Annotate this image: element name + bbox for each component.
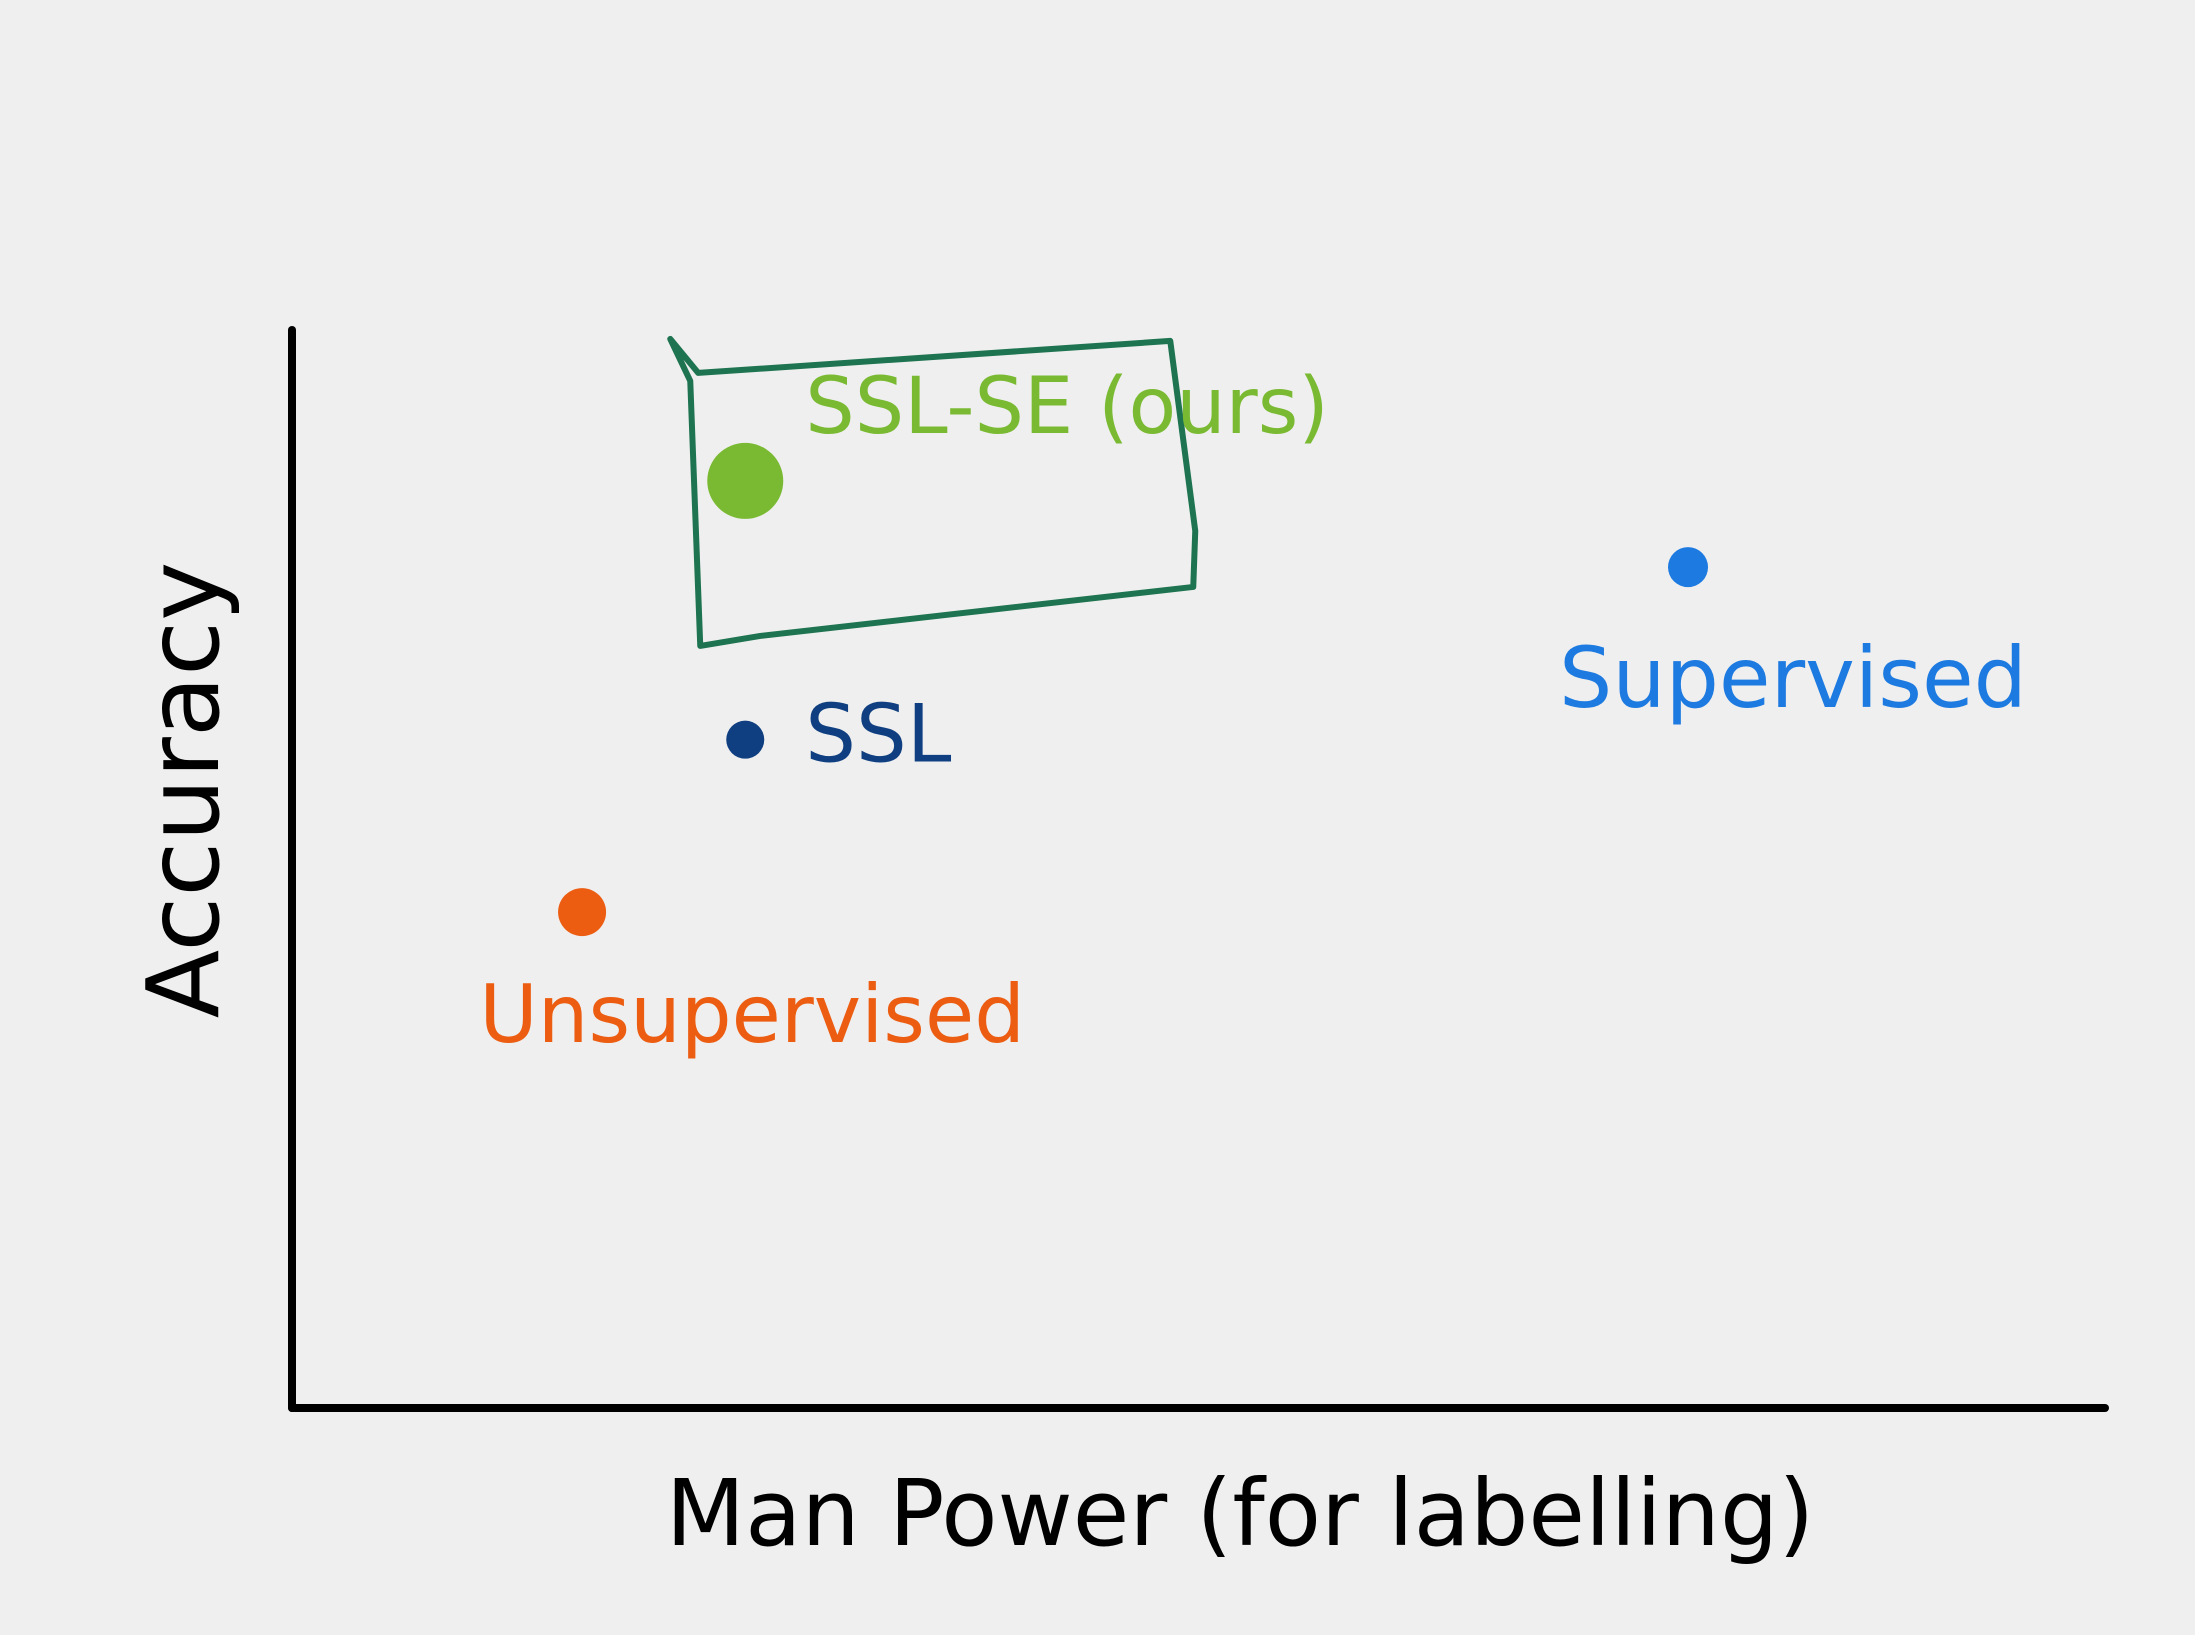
data-point-2 <box>558 888 607 937</box>
x-axis-label: Man Power (for labelling) <box>666 1460 1815 1567</box>
point-label-1: SSL <box>805 688 952 781</box>
points-layer <box>558 442 1709 937</box>
highlight-box <box>667 335 1199 649</box>
labels-layer: SSL-SE (ours) SSL Unsupervised Supervised <box>479 362 2027 1061</box>
point-label-0: SSL-SE (ours) <box>805 362 1329 452</box>
point-label-3: Supervised <box>1559 629 2027 727</box>
axes <box>288 326 2109 1412</box>
y-axis-label: Accuracy <box>125 562 242 1019</box>
data-point-0 <box>707 442 784 519</box>
data-point-3 <box>1668 547 1709 588</box>
point-label-2: Unsupervised <box>479 968 1025 1061</box>
data-point-1 <box>726 720 765 759</box>
highlight-box-layer <box>667 335 1199 649</box>
